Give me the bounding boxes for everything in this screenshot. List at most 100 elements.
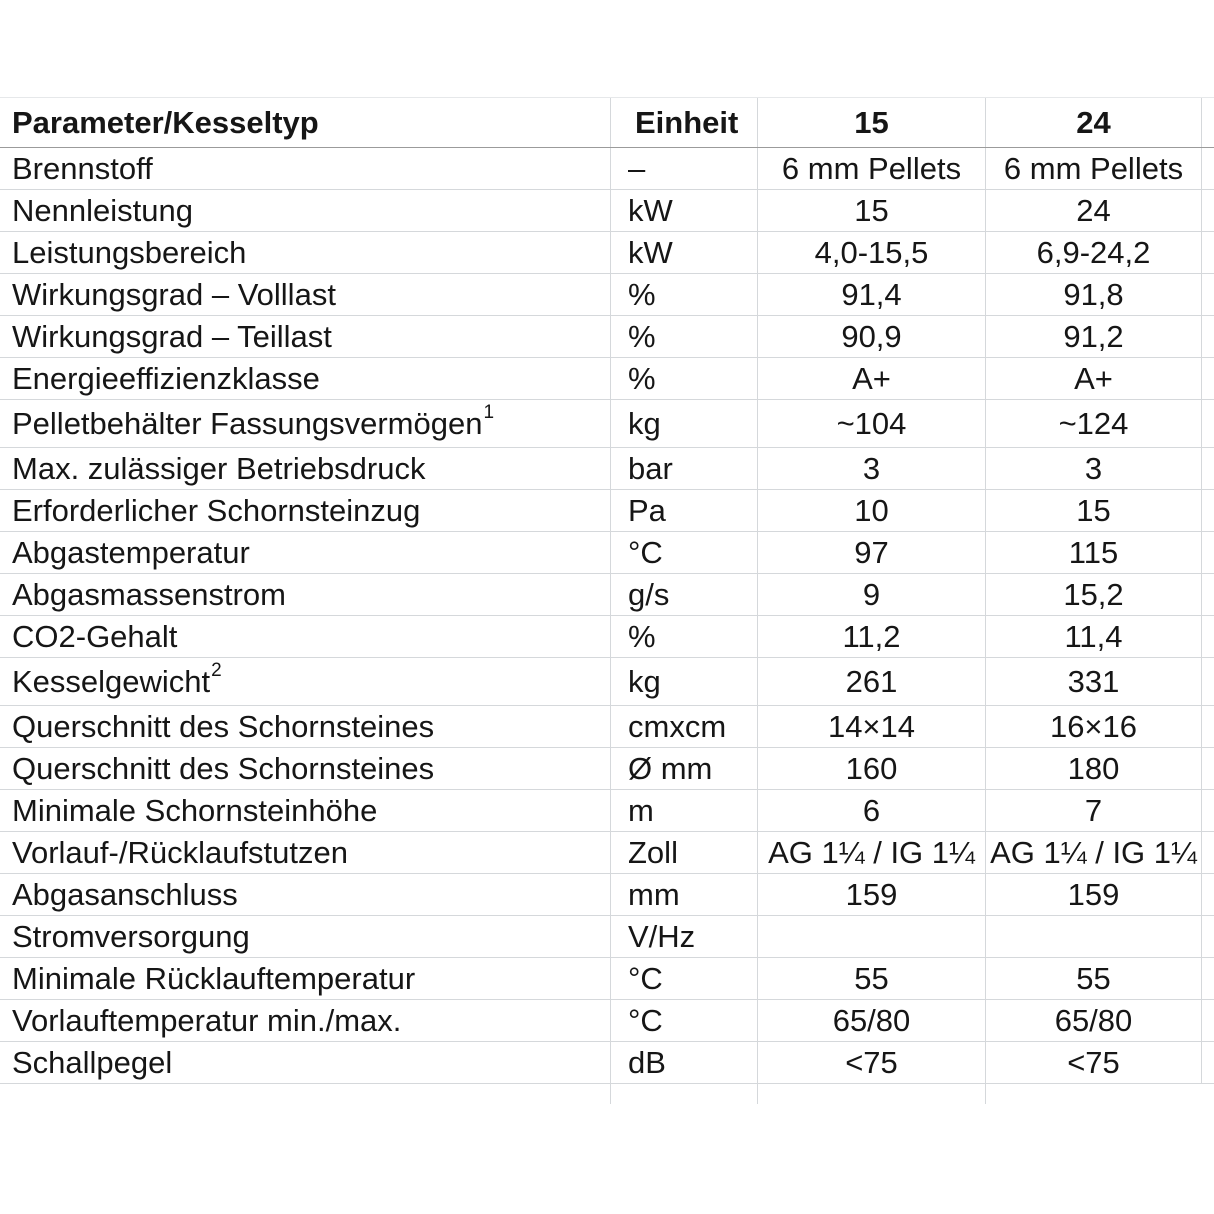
- empty-partial-row: [0, 1084, 1214, 1104]
- value-24-cell: 15,2: [986, 574, 1202, 615]
- unit-cell: °C: [611, 532, 758, 573]
- value-24-cell: ~124: [986, 400, 1202, 447]
- value-15-cell: ~104: [758, 400, 986, 447]
- unit-cell: m: [611, 790, 758, 831]
- unit-cell: %: [611, 274, 758, 315]
- parameter-label: Erforderlicher Schornsteinzug: [12, 492, 421, 528]
- value-15-cell: 91,4: [758, 274, 986, 315]
- parameter-cell: Nennleistung: [0, 190, 611, 231]
- table-row: Max. zulässiger Betriebsdruck bar 3 3: [0, 448, 1214, 490]
- header-einheit: Einheit: [611, 98, 758, 147]
- unit-cell: kg: [611, 658, 758, 705]
- parameter-label: Brennstoff: [12, 150, 153, 186]
- value-24-cell: 331: [986, 658, 1202, 705]
- value-15-cell: 159: [758, 874, 986, 915]
- table-row: Kesselgewicht 2 kg 261 331: [0, 658, 1214, 706]
- parameter-cell: Energieeffizienzklasse: [0, 358, 611, 399]
- value-24-cell: A+: [986, 358, 1202, 399]
- row-right-margin: [1202, 658, 1214, 705]
- empty-unit-cell: [611, 1084, 758, 1104]
- unit-cell: bar: [611, 448, 758, 489]
- parameter-label: Schallpegel: [12, 1044, 173, 1080]
- header-model-15: 15: [758, 98, 986, 147]
- empty-value-24-cell: [986, 1084, 1202, 1104]
- value-24-cell: 65/80: [986, 1000, 1202, 1041]
- value-24-cell: 180: [986, 748, 1202, 789]
- boiler-spec-table: Parameter/Kesseltyp Einheit 15 24 Brenns…: [0, 97, 1214, 1104]
- value-24-cell: [986, 916, 1202, 957]
- value-15-cell: 55: [758, 958, 986, 999]
- parameter-label: Leistungsbereich: [12, 234, 247, 270]
- row-right-margin: [1202, 574, 1214, 615]
- header-parameter-kesseltyp: Parameter/Kesseltyp: [0, 98, 611, 147]
- row-right-margin: [1202, 832, 1214, 873]
- parameter-cell: Wirkungsgrad – Volllast: [0, 274, 611, 315]
- value-24-cell: 91,2: [986, 316, 1202, 357]
- table-row: Schallpegel dB <75 <75: [0, 1042, 1214, 1084]
- unit-cell: mm: [611, 874, 758, 915]
- parameter-label: Energieeffizienzklasse: [12, 360, 320, 396]
- row-right-margin: [1202, 400, 1214, 447]
- value-15-cell: <75: [758, 1042, 986, 1083]
- parameter-label: Abgastemperatur: [12, 534, 250, 570]
- unit-cell: –: [611, 148, 758, 189]
- unit-cell: Ø mm: [611, 748, 758, 789]
- table-row: Wirkungsgrad – Teillast % 90,9 91,2: [0, 316, 1214, 358]
- parameter-label: Wirkungsgrad – Volllast: [12, 276, 336, 312]
- row-right-margin: [1202, 232, 1214, 273]
- empty-parameter-cell: [0, 1084, 611, 1104]
- row-right-margin: [1202, 274, 1214, 315]
- value-24-cell: 55: [986, 958, 1202, 999]
- value-24-cell: 6 mm Pellets: [986, 148, 1202, 189]
- parameter-label: Querschnitt des Schornsteines: [12, 750, 435, 786]
- row-right-margin: [1202, 874, 1214, 915]
- parameter-cell: Abgasanschluss: [0, 874, 611, 915]
- parameter-label: CO2-Gehalt: [12, 618, 178, 654]
- parameter-cell: Max. zulässiger Betriebsdruck: [0, 448, 611, 489]
- parameter-cell: Querschnitt des Schornsteines: [0, 706, 611, 747]
- header-model-24: 24: [986, 98, 1202, 147]
- unit-cell: %: [611, 358, 758, 399]
- parameter-label: Wirkungsgrad – Teillast: [12, 318, 332, 354]
- value-15-cell: 6: [758, 790, 986, 831]
- value-15-cell: 4,0-15,5: [758, 232, 986, 273]
- unit-cell: %: [611, 616, 758, 657]
- parameter-label: Vorlauftemperatur min./max.: [12, 1002, 402, 1038]
- row-right-margin: [1202, 958, 1214, 999]
- table-row: Minimale Rücklauftemperatur °C 55 55: [0, 958, 1214, 1000]
- parameter-cell: Vorlauftemperatur min./max.: [0, 1000, 611, 1041]
- value-15-cell: 6 mm Pellets: [758, 148, 986, 189]
- value-24-cell: 91,8: [986, 274, 1202, 315]
- unit-cell: kW: [611, 232, 758, 273]
- value-15-cell: 3: [758, 448, 986, 489]
- parameter-cell: Querschnitt des Schornsteines: [0, 748, 611, 789]
- table-row: Erforderlicher Schornsteinzug Pa 10 15: [0, 490, 1214, 532]
- unit-cell: °C: [611, 958, 758, 999]
- parameter-label: Minimale Rücklauftemperatur: [12, 960, 416, 996]
- parameter-cell: Kesselgewicht 2: [0, 658, 611, 705]
- row-right-margin: [1202, 1000, 1214, 1041]
- table-row: CO2-Gehalt % 11,2 11,4: [0, 616, 1214, 658]
- row-right-margin: [1202, 190, 1214, 231]
- row-right-margin: [1202, 790, 1214, 831]
- unit-cell: kW: [611, 190, 758, 231]
- empty-right-margin: [1202, 1084, 1214, 1104]
- row-right-margin: [1202, 1042, 1214, 1083]
- table-body: Brennstoff – 6 mm Pellets 6 mm Pellets N…: [0, 148, 1214, 1084]
- parameter-label: Querschnitt des Schornsteines: [12, 708, 435, 744]
- empty-value-15-cell: [758, 1084, 986, 1104]
- table-row: Pelletbehälter Fassungsvermögen 1 kg ~104…: [0, 400, 1214, 448]
- parameter-cell: Erforderlicher Schornsteinzug: [0, 490, 611, 531]
- parameter-cell: Pelletbehälter Fassungsvermögen 1: [0, 400, 611, 447]
- parameter-cell: Minimale Rücklauftemperatur: [0, 958, 611, 999]
- parameter-cell: Abgasmassenstrom: [0, 574, 611, 615]
- value-24-cell: 115: [986, 532, 1202, 573]
- parameter-cell: Schallpegel: [0, 1042, 611, 1083]
- value-15-cell: AG 1¼ / IG 1¼: [758, 832, 986, 873]
- row-right-margin: [1202, 448, 1214, 489]
- table-row: Abgasmassenstrom g/s 9 15,2: [0, 574, 1214, 616]
- unit-cell: kg: [611, 400, 758, 447]
- header-right-margin: [1202, 98, 1214, 147]
- value-24-cell: 159: [986, 874, 1202, 915]
- table-row: Leistungsbereich kW 4,0-15,5 6,9-24,2: [0, 232, 1214, 274]
